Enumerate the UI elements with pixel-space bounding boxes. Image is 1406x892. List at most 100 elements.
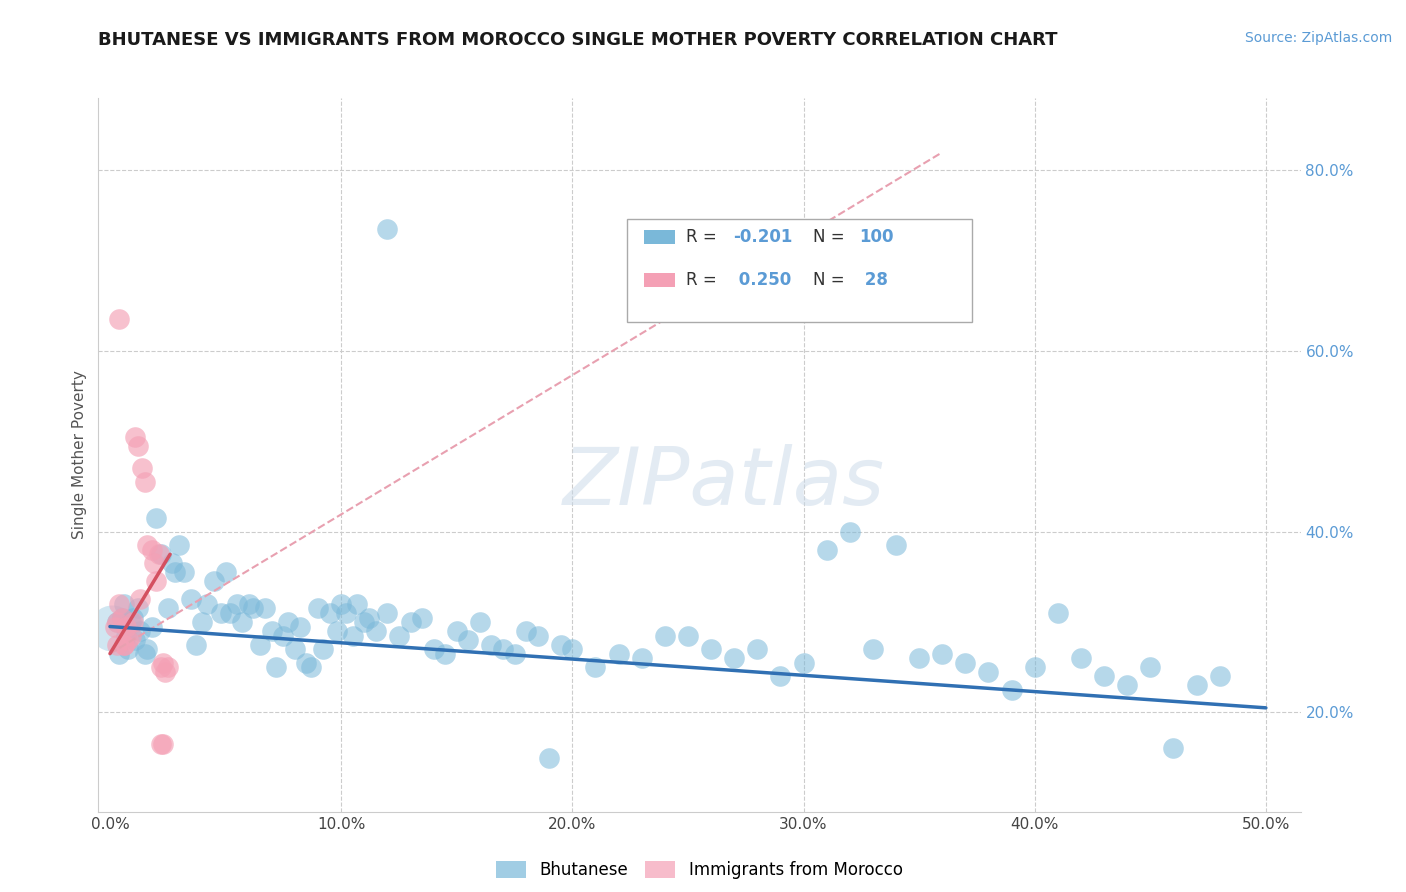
Point [585,660,607,674]
Point [184,638,207,652]
Point [120,629,142,643]
Text: ZIPatlas: ZIPatlas [562,444,884,523]
Point [388,629,411,643]
Y-axis label: Single Mother Poverty: Single Mother Poverty [72,370,87,540]
Point [700,642,723,657]
Point [273,629,295,643]
Point [195,597,218,611]
Point [295,656,318,670]
Point [1046,606,1069,620]
Point [134,475,156,489]
Point [515,624,537,638]
Text: 100: 100 [859,228,894,246]
Point [266,660,288,674]
Point [110,610,132,624]
Point [191,615,214,629]
Point [226,597,249,611]
Point [112,638,135,652]
Point [108,312,131,326]
Point [145,574,167,589]
Point [346,597,368,611]
Point [884,538,907,552]
Point [112,638,135,652]
Point [676,629,699,643]
Point [377,606,399,620]
Point [163,566,186,580]
Point [446,624,468,638]
Point [101,621,124,635]
Text: N =: N = [813,271,849,289]
Text: N =: N = [813,228,849,246]
Point [156,601,179,615]
Point [152,737,174,751]
Point [1092,669,1115,683]
Point [131,461,153,475]
Point [353,615,375,629]
Point [145,511,167,525]
Text: R =: R = [686,228,723,246]
Point [769,669,792,683]
Point [209,606,232,620]
Point [242,601,264,615]
Point [723,651,745,665]
Text: -0.201: -0.201 [733,228,792,246]
Point [955,656,977,670]
Point [561,642,583,657]
Point [115,619,138,633]
Point [141,542,163,557]
Point [117,642,139,657]
Point [434,647,457,661]
Point [335,606,357,620]
Point [156,660,179,674]
Point [318,606,340,620]
Point [1208,669,1230,683]
Point [481,638,503,652]
Legend: Bhutanese, Immigrants from Morocco: Bhutanese, Immigrants from Morocco [489,854,910,886]
Point [142,557,165,571]
Point [105,615,128,629]
Point [231,615,253,629]
Point [1163,741,1185,756]
Point [307,601,329,615]
Point [330,597,353,611]
Point [399,615,422,629]
Point [122,610,145,624]
Point [173,566,195,580]
Point [124,430,146,444]
Point [155,665,177,679]
Point [815,542,838,557]
Point [1185,678,1208,692]
Point [607,647,630,661]
Point [1070,651,1092,665]
Point [149,737,172,751]
Point [149,660,172,674]
Point [122,615,145,629]
Point [112,597,135,611]
Text: R =: R = [686,271,723,289]
Point [120,615,142,629]
Point [838,524,860,539]
Point [503,647,526,661]
Point [136,642,159,657]
Point [149,547,172,561]
Point [411,610,433,624]
Point [129,624,152,638]
Text: 0.250: 0.250 [733,271,792,289]
Point [124,633,146,648]
Point [862,642,884,657]
Point [284,642,307,657]
Point [238,597,260,611]
Point [747,642,769,657]
Point [214,566,236,580]
Point [299,660,322,674]
Point [104,619,127,633]
Point [108,647,131,661]
Point [931,647,953,661]
Point [977,665,1000,679]
Point [162,557,184,571]
Point [127,601,149,615]
Point [654,629,676,643]
Point [1139,660,1161,674]
Point [253,601,276,615]
Point [110,610,132,624]
